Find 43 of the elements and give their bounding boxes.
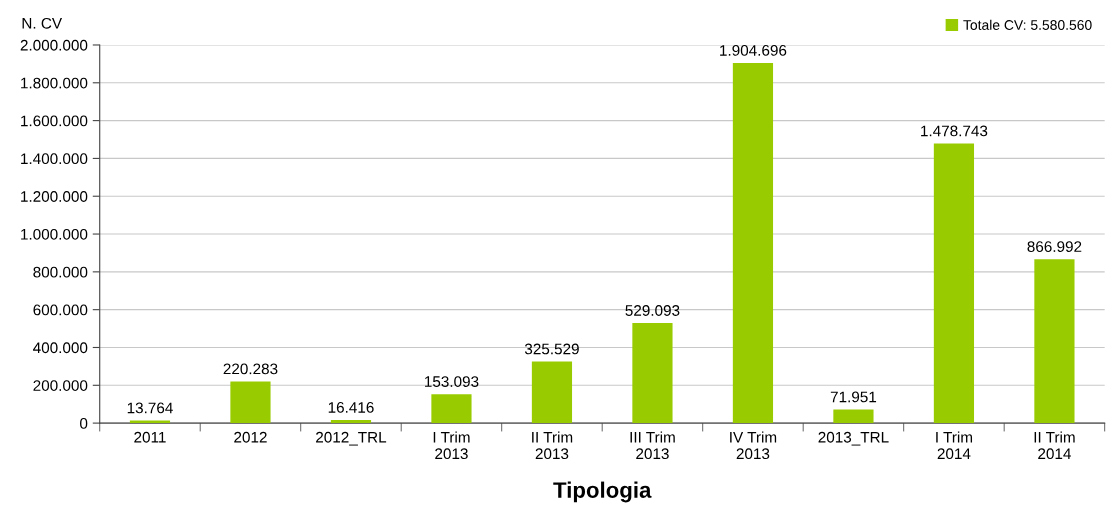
bar	[933, 143, 975, 424]
data-label: 16.416	[328, 402, 374, 413]
y-tick-label: 1.800.000	[21, 77, 88, 89]
bar	[531, 361, 573, 424]
y-tick-label: 1.400.000	[21, 153, 88, 165]
y-tick-label: 1.000.000	[21, 228, 88, 240]
data-label: 325.529	[524, 343, 579, 355]
data-label: 13.764	[127, 402, 173, 414]
y-axis-title: N. CV	[22, 17, 63, 29]
bar	[330, 420, 372, 424]
x-tick-label: 2012	[234, 431, 267, 443]
x-tick-label: II Trim 2013	[532, 431, 573, 460]
x-tick-label: I Trim 2013	[433, 431, 470, 460]
y-tick-label: 800.000	[33, 266, 88, 278]
y-tick-label: 200.000	[33, 380, 88, 391]
data-label: 220.283	[223, 363, 278, 375]
bar	[230, 381, 271, 424]
y-tick-label: 1.200.000	[21, 191, 88, 202]
x-tick-label: II Trim 2014	[1034, 431, 1075, 460]
bar	[732, 63, 774, 424]
bar	[632, 323, 673, 424]
x-tick-label: 2011	[134, 431, 166, 443]
y-tick-label: 600.000	[33, 304, 88, 316]
data-label: 1.904.696	[720, 44, 787, 56]
bar	[833, 409, 874, 424]
x-tick-label: IV Trim 2013	[730, 431, 777, 460]
data-label: 529.093	[625, 305, 680, 316]
x-tick-label: 2013_TRL	[818, 431, 889, 446]
data-label: 71.951	[830, 391, 877, 403]
legend-label: Totale CV: 5.580.560	[963, 19, 1092, 30]
x-tick-label: III Trim 2013	[630, 431, 675, 460]
bar	[1034, 259, 1075, 424]
y-tick-label: 400.000	[33, 342, 88, 354]
bar	[431, 394, 472, 424]
data-label: 1.478.743	[921, 125, 988, 137]
data-label: 153.093	[425, 376, 479, 387]
y-tick-label: 2.000.000	[20, 39, 88, 51]
y-tick-label: 0	[80, 417, 88, 429]
x-tick-label: 2012_TRL	[316, 431, 387, 446]
data-label: 866.992	[1027, 241, 1082, 252]
x-axis-title: Tipologia	[553, 481, 652, 503]
x-tick-label: I Trim 2014	[936, 431, 973, 460]
y-tick-label: 1.600.000	[21, 115, 88, 127]
